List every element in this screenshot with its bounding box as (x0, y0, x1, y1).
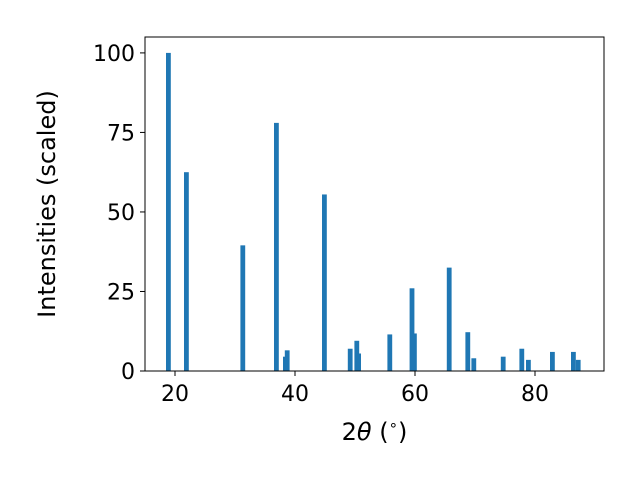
y-tick-label: 0 (121, 360, 135, 385)
bar (465, 332, 471, 371)
bar (409, 288, 415, 371)
bar (446, 267, 452, 371)
bar (356, 353, 361, 371)
x-tick-label: 20 (161, 382, 189, 407)
bar (412, 333, 417, 371)
y-tick-label: 25 (107, 280, 135, 305)
x-axis-label: 2θ (∘) (342, 416, 408, 446)
bar (240, 245, 246, 371)
bar (184, 172, 189, 371)
bar (526, 359, 531, 371)
bar (166, 52, 171, 372)
plot-frame (144, 36, 605, 372)
bar (274, 122, 279, 371)
bar (347, 348, 353, 371)
y-tick-label: 50 (107, 201, 135, 226)
y-tick-label: 75 (107, 121, 135, 146)
y-tick-label: 100 (93, 42, 135, 67)
x-axis-label-prefix: 2 (342, 418, 357, 446)
bar (500, 356, 506, 371)
x-axis-label-degree: ∘ (389, 416, 398, 434)
bar-series (166, 52, 581, 372)
y-axis-ticks: 0 25 50 75 100 (93, 42, 145, 385)
bar (387, 334, 393, 371)
bar (550, 351, 555, 371)
bar (471, 358, 477, 371)
x-axis-ticks: 20 40 60 80 (161, 371, 549, 407)
bar (575, 359, 581, 371)
bar (571, 351, 576, 371)
bar (519, 348, 525, 371)
x-axis-label-theta: θ (357, 418, 372, 446)
x-tick-label: 80 (521, 382, 549, 407)
x-axis-label-close: ) (398, 418, 407, 446)
x-tick-label: 40 (281, 382, 309, 407)
bar (284, 350, 290, 371)
y-axis-label: Intensities (scaled) (33, 90, 61, 318)
bar (322, 194, 327, 371)
x-axis-label-open: ( (372, 418, 389, 446)
x-tick-label: 60 (401, 382, 429, 407)
